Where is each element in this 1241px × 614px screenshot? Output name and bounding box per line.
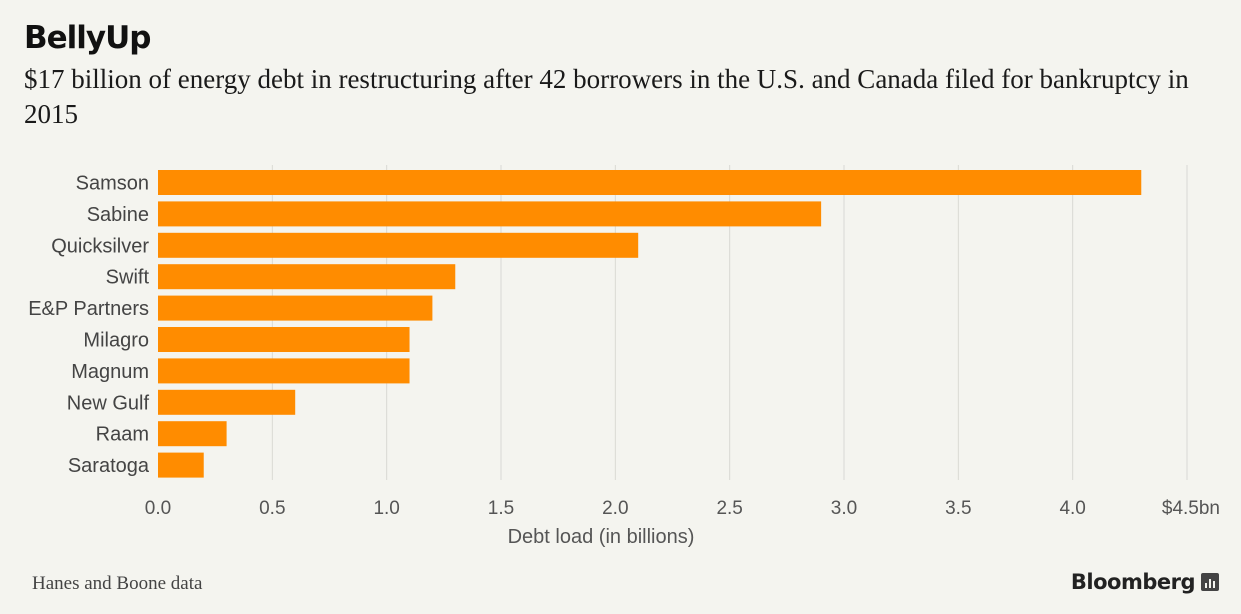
bar [158,295,433,321]
category-label: Sabine [87,204,149,226]
x-tick-label: 4.0 [1059,498,1085,519]
x-tick-label: 1.5 [488,498,514,519]
category-label: Samson [76,173,149,195]
category-label: Saratoga [68,455,150,477]
brand-name: Bloomberg [1070,570,1196,594]
chart-title: BellyUp [24,20,151,56]
category-labels: Samson Sabine Quicksilver Swift E&P Partners… [28,173,150,478]
category-label: New Gulf [67,392,150,414]
x-tick-label: 0.0 [145,498,171,519]
bar [158,170,1142,195]
bar [158,232,639,258]
bar [158,264,456,290]
category-label: Quicksilver [51,235,149,257]
brand-logo: Bloomberg [1071,570,1219,594]
category-label: Swift [106,267,150,289]
category-label: Magnum [71,361,149,383]
x-tick-label: 2.0 [602,498,628,519]
x-tick-label: 2.5 [716,498,742,519]
category-label: Milagro [83,330,149,352]
bar [158,421,227,447]
x-tick-label: 0.5 [259,498,285,519]
category-label: Raam [96,424,149,446]
source-note: Hanes and Boone data [32,573,203,594]
bars [158,170,1142,478]
x-tick-label: $4.5bn [1162,498,1220,519]
x-tick-label: 3.0 [831,498,857,519]
bar [158,389,296,415]
x-axis-label: Debt load (in billions) [508,526,695,548]
bar [158,201,822,227]
bar [158,327,410,352]
chart-subtitle: $17 billion of energy debt in restructur… [24,64,1189,129]
chart-bars-icon [1201,573,1219,591]
x-tick-labels: 0.0 0.5 1.0 1.5 2.0 2.5 3.0 3.5 4.0 $4.5bn [145,498,1220,519]
bar [158,452,204,478]
x-tick-label: 1.0 [373,498,399,519]
bar [158,358,410,384]
category-label: E&P Partners [28,298,149,320]
x-tick-label: 3.5 [945,498,971,519]
